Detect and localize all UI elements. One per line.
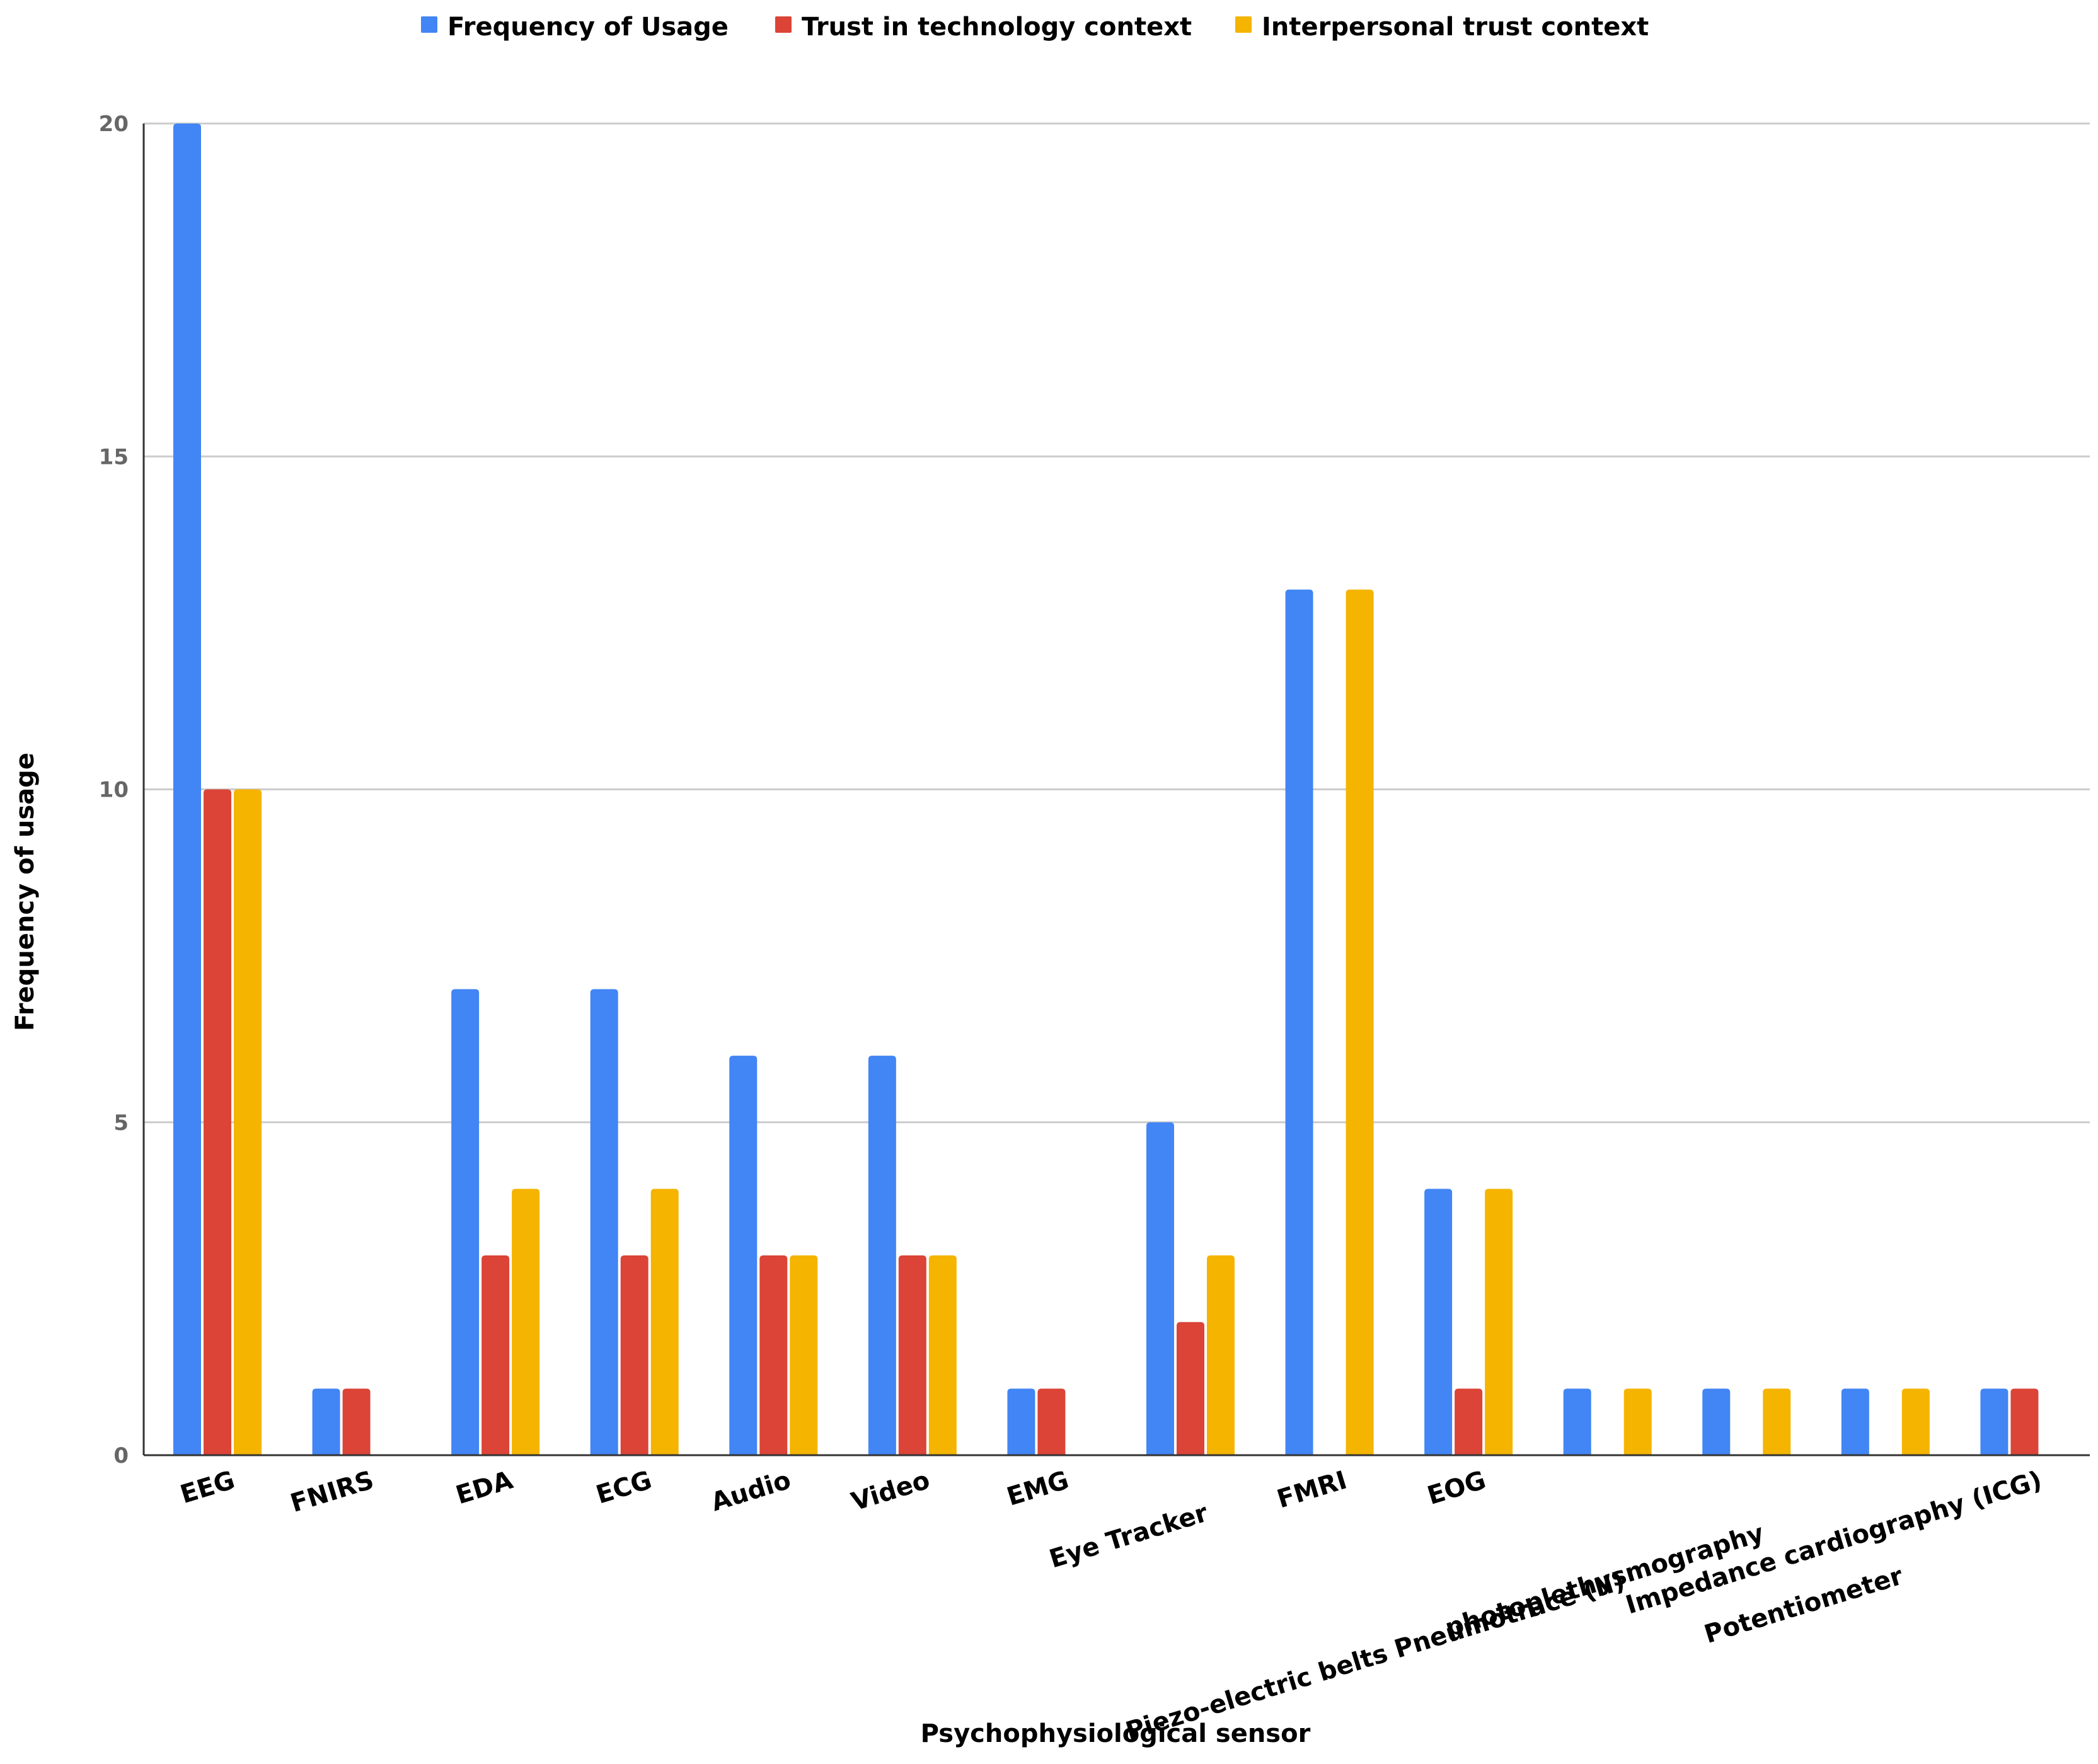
x-tick-audio: Audio: [708, 1466, 794, 1518]
bar-eeg-trust-in-technology-context: [204, 789, 231, 1455]
bar-potentiometer-frequency-of-usage: [1841, 1388, 1869, 1455]
x-tick-video: Video: [848, 1466, 933, 1517]
bars: [173, 124, 2039, 1455]
bar-eda-interpersonal-trust-context: [512, 1189, 540, 1455]
y-tick-10: 10: [99, 778, 129, 803]
bar-eog-interpersonal-trust-context: [1485, 1189, 1513, 1455]
axes: [142, 124, 2090, 1456]
bar-ecg-frequency-of-usage: [590, 989, 618, 1455]
bar-emg-frequency-of-usage: [1007, 1388, 1035, 1455]
bar-audio-trust-in-technology-context: [759, 1255, 788, 1455]
bar-potentiometer-interpersonal-trust-context: [1901, 1388, 1930, 1455]
bar-eye-tracker-trust-in-technology-context: [1177, 1322, 1204, 1455]
bar-fmri-interpersonal-trust-context: [1346, 589, 1374, 1455]
y-tick-20: 20: [99, 112, 129, 137]
y-tick-0: 0: [113, 1443, 129, 1468]
bar-video-frequency-of-usage: [868, 1056, 896, 1455]
x-tick-fmri: FMRI: [1274, 1466, 1350, 1514]
bar-impedance-cardiography-icg-trust-in-technology-context: [2010, 1388, 2039, 1455]
bar-piezo-electric-belts-pneumotrace-ii-interpersonal-trust-context: [1623, 1388, 1652, 1455]
bar-fmri-frequency-of-usage: [1285, 589, 1313, 1455]
legend-label-interpersonal-trust-context: Interpersonal trust context: [1262, 13, 1649, 42]
bar-photoplethysmography-frequency-of-usage: [1702, 1388, 1731, 1455]
x-tick-emg: EMG: [1003, 1466, 1072, 1512]
x-tick-ecg: ECG: [593, 1466, 655, 1510]
bar-fnirs-trust-in-technology-context: [342, 1388, 371, 1455]
bar-ecg-interpersonal-trust-context: [650, 1189, 679, 1455]
bar-impedance-cardiography-icg-frequency-of-usage: [1980, 1388, 2009, 1455]
bar-emg-trust-in-technology-context: [1037, 1388, 1066, 1455]
bar-eeg-interpersonal-trust-context: [234, 789, 262, 1455]
y-tick-labels: 0 5 10 15 20: [99, 112, 129, 1468]
bar-eda-trust-in-technology-context: [481, 1255, 510, 1455]
y-tick-5: 5: [113, 1110, 129, 1136]
x-tick-eda: EDA: [452, 1466, 516, 1511]
bar-video-trust-in-technology-context: [898, 1255, 926, 1455]
legend-swatch-trust-in-technology-context: [775, 16, 792, 33]
x-tick-fnirs: FNIRS: [287, 1466, 378, 1519]
bar-audio-interpersonal-trust-context: [790, 1255, 818, 1455]
x-tick-eog: EOG: [1424, 1466, 1490, 1511]
bar-video-interpersonal-trust-context: [928, 1255, 957, 1455]
y-axis-title: Frequency of usage: [11, 752, 40, 1031]
x-tick-eye-tracker: Eye Tracker: [1046, 1498, 1211, 1574]
bar-eeg-frequency-of-usage: [173, 124, 201, 1455]
x-tick-eeg: EEG: [177, 1466, 238, 1510]
bar-ecg-trust-in-technology-context: [620, 1255, 648, 1455]
bar-eye-tracker-interpersonal-trust-context: [1207, 1255, 1235, 1455]
bar-eye-tracker-frequency-of-usage: [1146, 1122, 1174, 1455]
bar-piezo-electric-belts-pneumotrace-ii-frequency-of-usage: [1563, 1388, 1591, 1455]
bar-photoplethysmography-interpersonal-trust-context: [1763, 1388, 1791, 1455]
bar-fnirs-frequency-of-usage: [312, 1388, 340, 1455]
legend-swatch-frequency-of-usage: [421, 16, 437, 33]
gridlines: [144, 122, 2090, 1124]
legend-label-frequency-of-usage: Frequency of Usage: [447, 13, 729, 42]
legend: Frequency of Usage Trust in technology co…: [421, 13, 1649, 42]
legend-swatch-interpersonal-trust-context: [1235, 16, 1252, 33]
bar-eda-frequency-of-usage: [451, 989, 480, 1455]
bar-eog-trust-in-technology-context: [1455, 1388, 1483, 1455]
bar-eog-frequency-of-usage: [1424, 1189, 1453, 1455]
y-tick-15: 15: [99, 444, 129, 470]
legend-label-trust-in-technology-context: Trust in technology context: [802, 13, 1192, 42]
x-axis-title: Psychophysiological sensor: [921, 1719, 1311, 1748]
bar-audio-frequency-of-usage: [729, 1056, 758, 1455]
